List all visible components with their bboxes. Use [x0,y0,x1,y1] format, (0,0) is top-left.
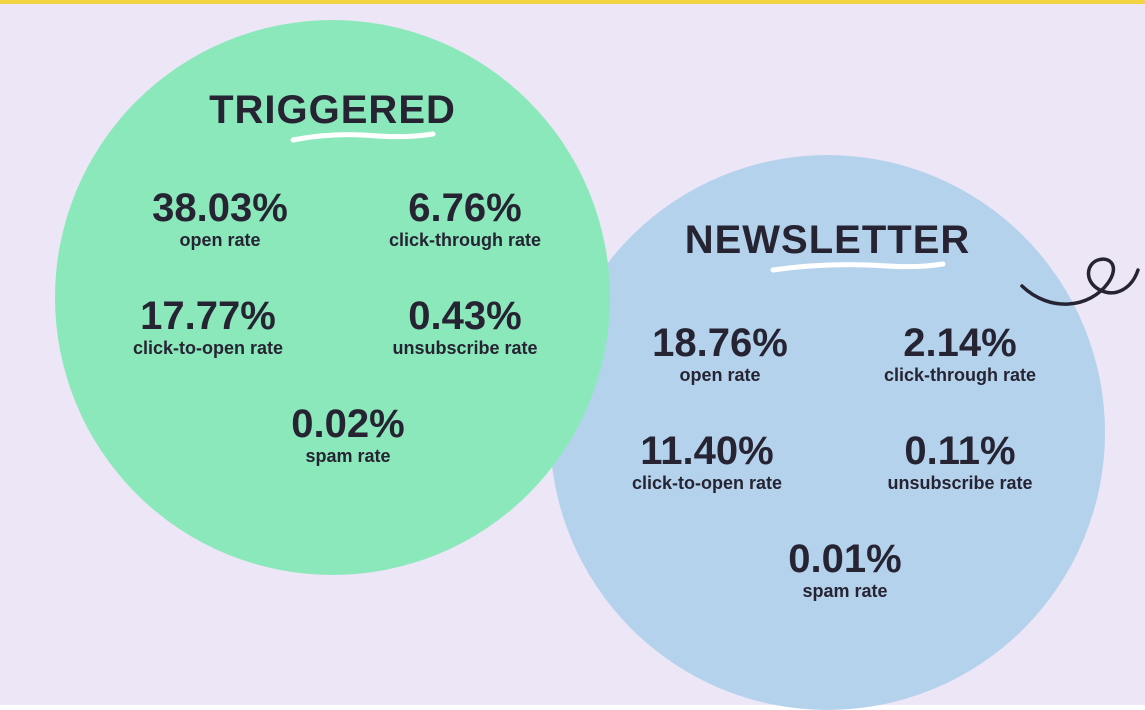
metric-value: 2.14% [860,323,1060,363]
newsletter-metric: 18.76%open rate [620,323,820,387]
triggered-metric: 6.76%click-through rate [365,188,565,252]
metric-value: 0.11% [860,431,1060,471]
underline-swoosh-icon [768,260,948,276]
metric-value: 17.77% [108,296,308,336]
metric-label: unsubscribe rate [860,473,1060,495]
newsletter-metric: 0.11%unsubscribe rate [860,431,1060,495]
metric-label: click-to-open rate [607,473,807,495]
metric-label: open rate [120,230,320,252]
triggered-metric: 0.02%spam rate [248,404,448,468]
triggered-title: TRIGGERED [55,88,610,133]
metric-label: unsubscribe rate [365,338,565,360]
metric-value: 0.02% [248,404,448,444]
metric-value: 18.76% [620,323,820,363]
newsletter-metric: 0.01%spam rate [745,539,945,603]
newsletter-metric: 11.40%click-to-open rate [607,431,807,495]
metric-label: click-through rate [365,230,565,252]
newsletter-metric: 2.14%click-through rate [860,323,1060,387]
metric-value: 11.40% [607,431,807,471]
metric-label: open rate [620,365,820,387]
metric-label: click-through rate [860,365,1060,387]
decorative-curl-icon [1020,248,1140,318]
metric-value: 0.43% [365,296,565,336]
infographic-canvas: NEWSLETTER TRIGGERED 38.03%open rate6.76… [0,0,1145,705]
underline-swoosh-icon [288,130,438,146]
top-accent-bar [0,0,1145,4]
metric-value: 0.01% [745,539,945,579]
metric-value: 38.03% [120,188,320,228]
metric-label: spam rate [248,446,448,468]
triggered-metric: 17.77%click-to-open rate [108,296,308,360]
triggered-metric: 0.43%unsubscribe rate [365,296,565,360]
metric-label: spam rate [745,581,945,603]
metric-label: click-to-open rate [108,338,308,360]
triggered-metric: 38.03%open rate [120,188,320,252]
metric-value: 6.76% [365,188,565,228]
